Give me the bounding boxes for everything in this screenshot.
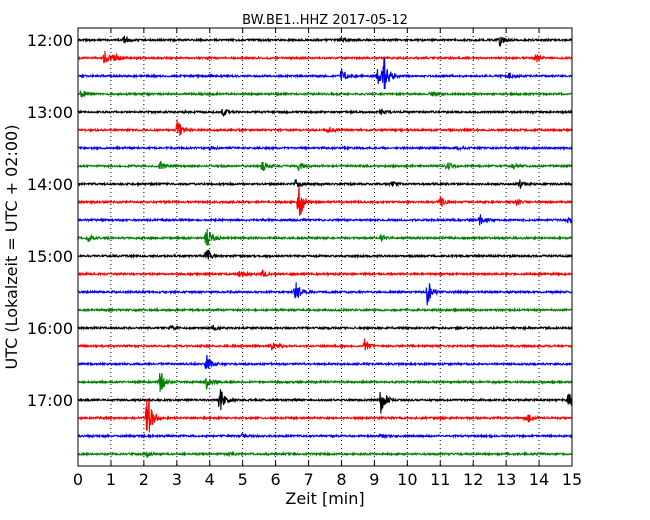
trace-row-1430	[77, 214, 573, 226]
trace-row-1745	[77, 450, 573, 458]
trace-row-1715	[77, 398, 573, 433]
trace-row-1500	[77, 248, 573, 260]
trace-row-1215	[77, 50, 573, 64]
trace-row-1300	[77, 108, 573, 117]
y-tick-label: 14:00	[27, 175, 73, 194]
trace-row-1645	[77, 372, 573, 392]
plot-frame	[77, 27, 573, 467]
y-axis-label: UTC (Lokalzeit = UTC + 02:00)	[2, 125, 21, 370]
x-tick-label: 15	[562, 470, 582, 489]
x-tick-label: 1	[106, 470, 116, 489]
trace-row-1545	[77, 306, 573, 314]
x-tick-label: 14	[529, 470, 549, 489]
chart-title: BW.BE1..HHZ 2017-05-12	[242, 13, 408, 28]
x-tick-label: 11	[430, 470, 450, 489]
x-tick-label: 8	[336, 470, 346, 489]
y-tick-label: 17:00	[27, 391, 73, 410]
trace-row-1230	[77, 57, 573, 90]
x-tick-label: 9	[369, 470, 379, 489]
trace-row-1415	[77, 186, 573, 216]
trace-row-1615	[77, 338, 573, 351]
trace-row-1315	[77, 119, 573, 137]
trace-row-1630	[77, 354, 573, 369]
trace-row-1200	[77, 35, 573, 48]
x-tick-label: 13	[496, 470, 516, 489]
y-axis-ticks: 12:00 13:00 14:00 15:00 16:00 17:00	[27, 31, 572, 410]
x-tick-label: 2	[139, 470, 149, 489]
trace-row-1600	[77, 324, 573, 332]
y-tick-label: 15:00	[27, 247, 73, 266]
trace-row-1700	[77, 389, 573, 414]
trace-row-1330	[77, 145, 573, 152]
trace-row-1400	[77, 179, 573, 189]
x-tick-label: 3	[172, 470, 182, 489]
trace-rows	[77, 35, 573, 458]
x-tick-label: 10	[397, 470, 417, 489]
trace-row-1245	[77, 89, 573, 98]
x-axis-label: Zeit [min]	[285, 489, 364, 508]
x-tick-label: 5	[238, 470, 248, 489]
x-tick-label: 4	[205, 470, 215, 489]
trace-row-1445	[77, 229, 573, 246]
trace-row-1730	[77, 432, 573, 440]
trace-row-1515	[77, 269, 573, 279]
trace-row-1530	[77, 282, 573, 306]
x-tick-label: 7	[303, 470, 313, 489]
x-axis-ticks: 0 1 2 3 4 5 6 7 8 9 10 11 12 13 14 15	[73, 28, 582, 489]
y-tick-label: 16:00	[27, 319, 73, 338]
y-tick-label: 13:00	[27, 103, 73, 122]
y-tick-label: 12:00	[27, 31, 73, 50]
x-tick-label: 12	[463, 470, 483, 489]
x-tick-label: 6	[271, 470, 281, 489]
x-tick-label: 0	[73, 470, 83, 489]
trace-row-1345	[77, 160, 573, 171]
